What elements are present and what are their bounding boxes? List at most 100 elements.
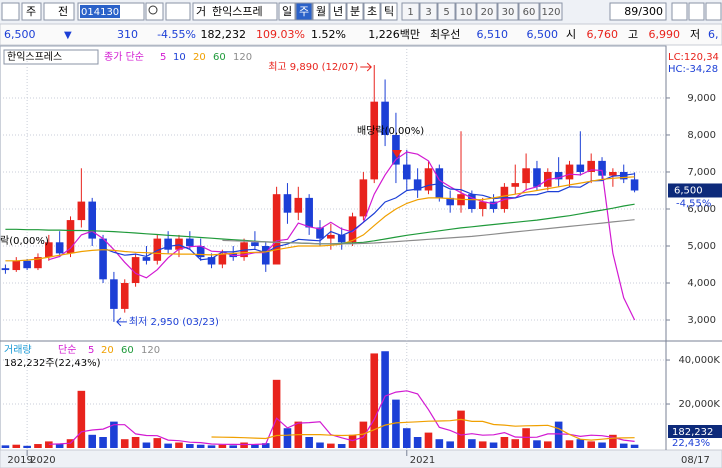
volume-bar [34,444,42,448]
volume-bar [23,445,31,448]
volume-bar [327,443,335,448]
open-label: 시 [566,28,576,41]
period-button[interactable] [329,2,347,21]
y-tick-label: 8,000 [687,130,716,141]
volume-bar [337,444,346,448]
volume-ratio: 109.03% [256,28,305,41]
legend-entry: 10 [173,52,186,63]
mode-select[interactable] [43,2,75,21]
period-button[interactable] [346,2,364,21]
x-tick-label: 08/17 [681,455,710,466]
tool-button[interactable] [688,2,705,21]
period-button[interactable] [295,2,313,21]
volume-bar [175,442,183,448]
low-arrow [116,317,127,327]
code-selection [80,5,120,18]
volume-bar [186,444,194,448]
volume-bar [1,445,10,448]
high-label: 고 [628,28,638,41]
volume-bar [110,421,118,448]
candle-body [316,227,324,239]
menu-icon[interactable] [1,2,20,21]
period-button[interactable] [278,2,296,21]
interval-button[interactable] [539,2,563,21]
candle-body [131,257,140,284]
change-sign: ▼ [64,30,72,41]
candle-body [196,245,205,258]
candle-body [533,168,541,187]
ma-line [222,219,635,245]
search-button[interactable] [145,2,164,21]
volume-ma-label: 단순 [58,344,76,356]
candle-body [23,260,31,269]
turnover-rate: 1.52% [311,28,346,41]
stock-code: 014130 [81,7,119,18]
legend-entry: 20 [101,345,114,356]
candle-body [478,201,487,209]
volume-bar [576,439,585,448]
tool-button[interactable] [671,2,688,21]
interval-button[interactable] [476,2,498,21]
candle-body [153,238,162,261]
period-label: 월 [316,5,326,18]
market: 주 [26,5,36,18]
period-button[interactable] [312,2,330,21]
current-price-box [668,183,722,198]
candle-body [283,194,292,213]
price: 6,500 [4,28,36,41]
market-select[interactable] [21,2,42,21]
change: 310 [117,28,138,41]
interval-button[interactable] [455,2,477,21]
period-button[interactable] [380,2,398,21]
interval-button[interactable] [419,2,438,21]
candle-body [598,160,606,176]
volume-bar [55,443,64,448]
candle-body [446,197,454,206]
legend-entry: 20 [193,52,206,63]
candle-body [55,242,64,254]
ma-line [48,151,636,321]
candle-body [402,164,411,180]
candle-body [337,234,346,243]
interval-label: 10 [460,7,473,18]
volume-bar [240,442,248,448]
low-annotation: 최저 2,950 (03/23) [129,316,219,328]
candle-body [587,160,595,172]
candle-body [522,168,530,184]
candle-body [207,257,216,265]
legend-entry: 5 [160,52,166,63]
y-tick-label: 5,000 [687,241,716,252]
volume-bar [120,439,129,448]
volume-bar [348,434,357,448]
nav-button[interactable] [165,2,191,21]
volume-bar [489,442,498,448]
hc-label: HC:-34,28 [668,64,718,75]
interval-button[interactable] [437,2,456,21]
candle-body [424,168,433,191]
volume-bar [207,445,216,448]
current-price: 6,500 [674,185,703,196]
candle-body [554,171,563,180]
interval-button[interactable] [518,2,540,21]
ma-line [102,173,635,261]
period-label: 틱 [384,5,394,18]
candle-body [327,234,335,239]
interval-button[interactable] [401,2,420,21]
candle-body [370,101,379,180]
search-type: 거 [196,5,206,18]
stock-name-box [3,49,99,65]
dividend-annotation: 락(0,00%) [0,235,49,247]
interval-label: 3 [425,7,431,18]
volume-bar [381,351,389,448]
volume-bar [554,421,563,448]
period-button[interactable] [363,2,381,21]
volume-ma-line [48,390,635,446]
dividend-marker [392,150,402,158]
amount: 1,226백만 [368,28,420,41]
volume-bar [316,442,324,448]
candle-body [272,194,281,265]
tool-button[interactable] [705,2,722,21]
legend-entry: 120 [141,345,160,356]
interval-button[interactable] [497,2,519,21]
